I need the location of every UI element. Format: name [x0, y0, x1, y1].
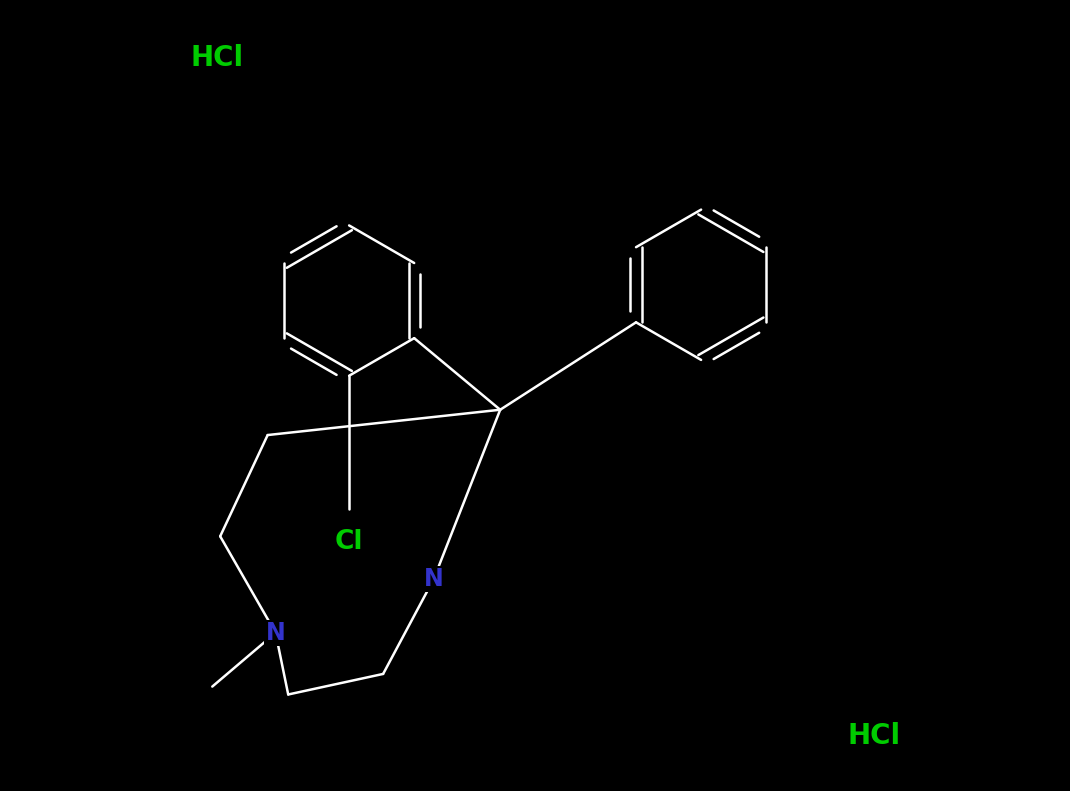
Text: HCl: HCl [847, 722, 901, 750]
Text: N: N [424, 567, 444, 591]
Text: HCl: HCl [190, 44, 244, 71]
Text: N: N [265, 621, 286, 645]
Text: Cl: Cl [335, 529, 364, 555]
